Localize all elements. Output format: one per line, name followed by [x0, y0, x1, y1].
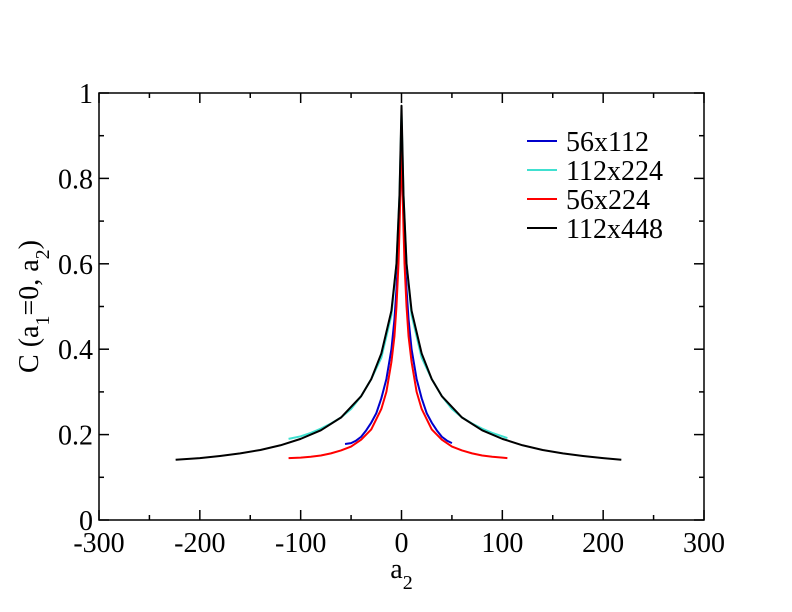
legend-label-3: 112x448 [566, 214, 663, 245]
ticks-layer: -300 -200 -100 0 100 200 300 0 0.2 0.4 0.6 0.8 1 [58, 79, 725, 559]
y-axis-label: C (a1=0, a2) [14, 240, 54, 373]
x-tick-label: 300 [683, 528, 725, 559]
x-tick-label: -300 [73, 528, 124, 559]
y-tick-label: 0.8 [58, 164, 93, 195]
legend-label-2: 56x224 [566, 185, 650, 216]
y-tick-label: 0.2 [58, 421, 93, 452]
series-layer [175, 104, 622, 461]
x-axis-label: a2 [390, 554, 412, 594]
series-line-3 [175, 104, 622, 461]
x-tick-label: 0 [395, 528, 409, 559]
legend-label-1: 112x224 [566, 156, 663, 187]
x-tick-label: 200 [582, 528, 624, 559]
x-tick-label: -100 [275, 528, 326, 559]
x-tick-label: 100 [481, 528, 523, 559]
x-tick-label: -200 [174, 528, 225, 559]
y-tick-label: 0 [79, 506, 93, 537]
y-tick-label: 0.6 [58, 250, 93, 281]
y-tick-label: 1 [79, 79, 93, 110]
legend-label-0: 56x112 [566, 127, 649, 158]
y-tick-label: 0.4 [58, 335, 93, 366]
